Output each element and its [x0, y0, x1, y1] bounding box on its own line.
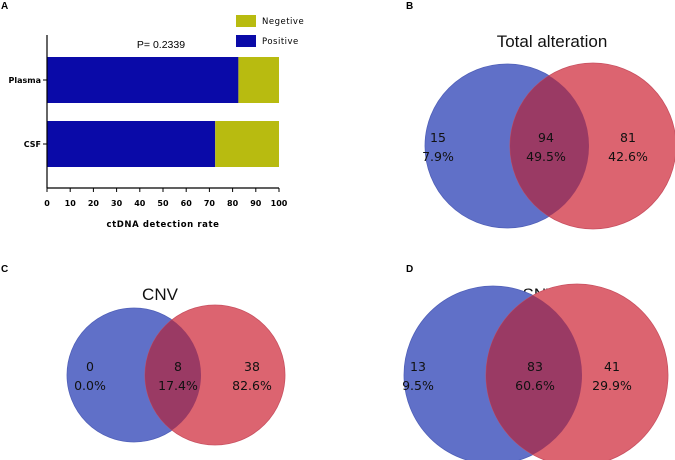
bar-positive-plasma: [47, 57, 239, 103]
venn-cnv-overlap: [145, 308, 201, 442]
legend-label-positive: Positive: [262, 37, 299, 47]
x-tick-label: 40: [134, 199, 146, 208]
venn-cnv-right-percent: 82.6%: [232, 378, 272, 393]
venn-total-alteration-right-count: 81: [620, 130, 636, 145]
venn-total-alteration-overlap: [510, 64, 589, 228]
category-labels: Plasma CSF: [9, 76, 47, 149]
x-tick-label: 90: [250, 199, 262, 208]
venn-total-alteration-left-percent: 7.9%: [422, 149, 454, 164]
venn-cnv-overlap-percent: 17.4%: [158, 378, 198, 393]
panel-letter-a: A: [1, 1, 8, 12]
legend-label-negetive: Negetive: [262, 17, 304, 27]
legend: Negetive Positive: [236, 15, 304, 47]
venn-cnv-title: CNV: [142, 285, 179, 304]
bar-negetive-plasma: [238, 57, 279, 103]
bar-negetive-csf: [215, 121, 279, 167]
venn-snv-left-count: 13: [410, 359, 426, 374]
venn-snv-right-count: 41: [604, 359, 620, 374]
x-tick-label: 20: [88, 199, 100, 208]
x-ticks: 0 10 20 30 40 50 60 70 80 90 100: [44, 188, 288, 208]
x-tick-label: 100: [271, 199, 288, 208]
venn-total-alteration-overlap-percent: 49.5%: [526, 149, 566, 164]
x-tick-label: 80: [227, 199, 239, 208]
x-tick-label: 0: [44, 199, 50, 208]
x-tick-label: 50: [157, 199, 169, 208]
legend-swatch-positive: [236, 35, 256, 47]
bar-positive-csf: [47, 121, 216, 167]
venn-cnv: CNV 0 0.0% 8 17.4% 38 82.6%: [66, 285, 286, 446]
panel-letter-d: D: [406, 264, 413, 275]
venn-cnv-overlap-count: 8: [174, 359, 182, 374]
venn-snv-overlap-count: 83: [527, 359, 543, 374]
venn-snv-overlap: [486, 286, 582, 460]
x-tick-label: 30: [111, 199, 123, 208]
venn-snv-right-percent: 29.9%: [592, 378, 632, 393]
panel-letter-b: B: [406, 1, 413, 12]
venn-cnv-left-percent: 0.0%: [74, 378, 106, 393]
venn-cnv-left-count: 0: [86, 359, 94, 374]
x-tick-label: 60: [181, 199, 193, 208]
bar-chart-panel: 0 10 20 30 40 50 60 70 80 90 100 Plasma CSF ctDNA d…: [9, 15, 304, 230]
x-tick-label: 70: [204, 199, 216, 208]
venn-total-alteration-left-count: 15: [430, 130, 446, 145]
venn-total-alteration-right-percent: 42.6%: [608, 149, 648, 164]
venn-snv-left-percent: 9.5%: [402, 378, 434, 393]
venn-snv-overlap-percent: 60.6%: [515, 378, 555, 393]
x-tick-label: 10: [65, 199, 77, 208]
venn-total-alteration-title: Total alteration: [497, 32, 608, 51]
category-label-csf: CSF: [24, 140, 41, 149]
legend-swatch-negetive: [236, 15, 256, 27]
category-label-plasma: Plasma: [9, 76, 42, 85]
panel-letter-c: C: [1, 264, 8, 275]
venn-total-alteration: Total alteration 15 7.9% 94 49.5% 81 42.6%: [422, 32, 675, 230]
venn-cnv-right-count: 38: [244, 359, 260, 374]
bar-group: [47, 57, 279, 167]
p-value-annotation: P= 0.2339: [137, 39, 185, 51]
x-axis-label: ctDNA detection rate: [106, 220, 219, 230]
venn-total-alteration-overlap-count: 94: [538, 130, 554, 145]
